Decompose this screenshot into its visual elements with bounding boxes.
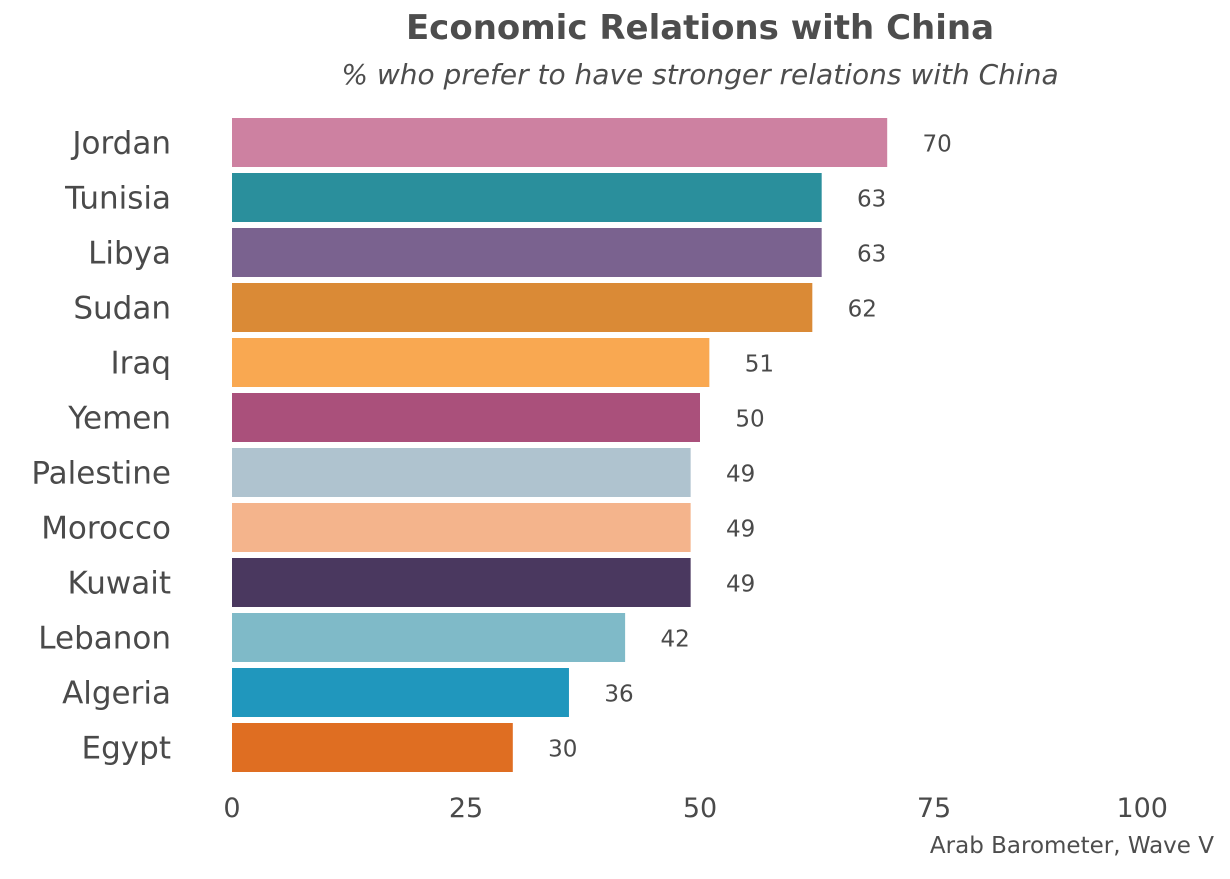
- category-label-tunisia: Tunisia: [64, 181, 171, 217]
- bar-kuwait: [232, 558, 691, 607]
- value-label-sudan: 62: [848, 297, 877, 323]
- bar-palestine: [232, 448, 691, 497]
- category-label-palestine: Palestine: [31, 456, 171, 492]
- value-label-egypt: 30: [548, 737, 577, 763]
- category-label-iraq: Iraq: [110, 346, 171, 382]
- category-label-jordan: Jordan: [70, 126, 171, 162]
- bar-morocco: [232, 503, 691, 552]
- category-label-sudan: Sudan: [73, 291, 171, 327]
- chart-title: Economic Relations with China: [405, 8, 995, 48]
- x-tick-label-25: 25: [449, 793, 483, 824]
- value-label-lebanon: 42: [660, 627, 689, 653]
- category-label-libya: Libya: [88, 236, 171, 272]
- bar-sudan: [232, 283, 813, 332]
- x-tick-label-0: 0: [223, 793, 240, 824]
- value-label-jordan: 70: [923, 132, 952, 158]
- bar-libya: [232, 228, 822, 277]
- value-label-palestine: 49: [726, 462, 755, 488]
- bar-jordan: [232, 118, 888, 167]
- category-label-egypt: Egypt: [82, 731, 171, 767]
- category-label-morocco: Morocco: [41, 511, 171, 547]
- bar-iraq: [232, 338, 710, 387]
- bar-algeria: [232, 668, 569, 717]
- value-label-tunisia: 63: [857, 187, 886, 213]
- category-label-algeria: Algeria: [62, 676, 171, 712]
- category-label-yemen: Yemen: [67, 401, 171, 437]
- value-label-kuwait: 49: [726, 572, 755, 598]
- value-label-yemen: 50: [735, 407, 764, 433]
- value-labels: 70 63 63 62 51 50 49 49 49 42 36 30: [548, 132, 952, 763]
- bar-egypt: [232, 723, 513, 772]
- x-tick-label-50: 50: [683, 793, 717, 824]
- category-label-lebanon: Lebanon: [38, 621, 171, 657]
- category-label-kuwait: Kuwait: [67, 566, 171, 602]
- bar-yemen: [232, 393, 700, 442]
- value-label-algeria: 36: [604, 682, 633, 708]
- bar-lebanon: [232, 613, 626, 662]
- bars-group: [232, 118, 888, 772]
- value-label-iraq: 51: [745, 352, 774, 378]
- value-label-morocco: 49: [726, 517, 755, 543]
- category-labels: Jordan Tunisia Libya Sudan Iraq Yemen Palestin…: [31, 126, 171, 767]
- bar-tunisia: [232, 173, 822, 222]
- source-caption: Arab Barometer, Wave V: [929, 833, 1214, 859]
- x-axis-ticks: 0 25 50 75 100: [223, 793, 1168, 824]
- x-tick-label-75: 75: [917, 793, 951, 824]
- value-label-libya: 63: [857, 242, 886, 268]
- chart-subtitle: % who prefer to have stronger relations …: [341, 58, 1059, 91]
- x-tick-label-100: 100: [1116, 793, 1168, 824]
